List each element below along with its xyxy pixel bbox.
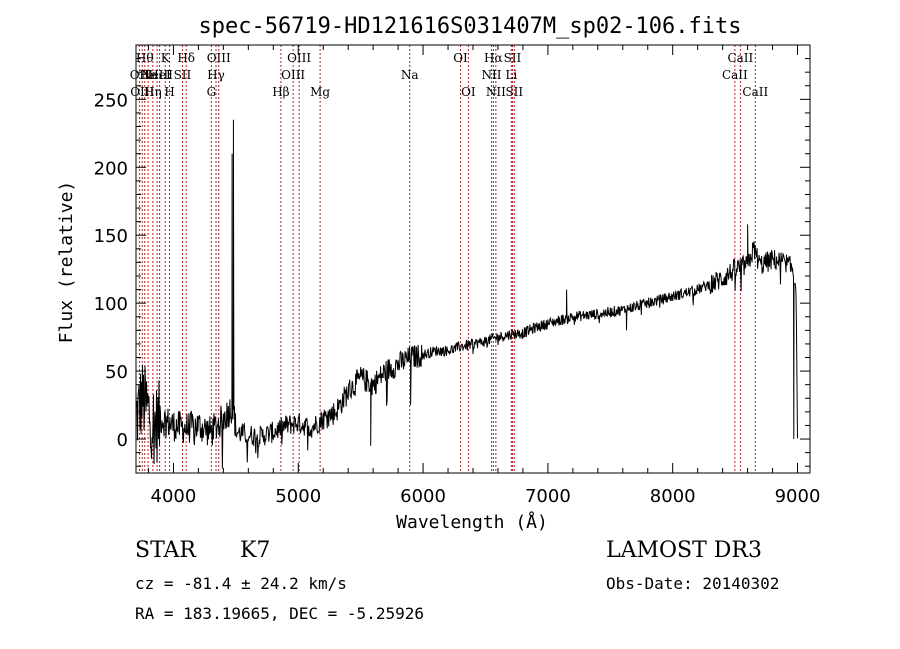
line-label: Li	[505, 68, 517, 82]
line-label: SII	[505, 85, 523, 99]
line-label: G	[207, 85, 217, 99]
line-label: Hδ	[177, 51, 195, 65]
object-class: STAR	[135, 538, 196, 563]
line-label: OIII	[287, 51, 311, 65]
plot-frame	[135, 44, 811, 474]
line-label: CaII	[727, 51, 753, 65]
y-tick-label: 150	[94, 226, 128, 247]
y-axis-label: Flux (relative)	[56, 181, 77, 344]
chart-title: spec-56719-HD121616S031407M_sp02-106.fit…	[198, 14, 741, 39]
object-subclass: K7	[240, 538, 271, 563]
x-tick-label: 8000	[650, 486, 696, 507]
axis-tick-labels: 4000 5000 6000 7000 8000 9000 0 50 100 150 200 250	[94, 90, 821, 507]
line-label: Na	[401, 68, 419, 82]
y-tick-label: 100	[94, 294, 128, 315]
line-label: OIII	[207, 51, 231, 65]
line-label: OII	[130, 68, 150, 82]
y-tick-label: 50	[105, 362, 128, 383]
line-label: SII	[504, 51, 522, 65]
line-label: Hθ	[136, 51, 154, 65]
line-label: NeIII	[141, 68, 173, 82]
line-label: NII	[481, 68, 501, 82]
line-label: H	[164, 85, 174, 99]
line-label: SII	[174, 68, 192, 82]
line-label: OIII	[130, 85, 154, 99]
spectrum-series	[135, 119, 798, 469]
line-label: NII	[486, 85, 506, 99]
line-label: He	[139, 68, 157, 82]
spectral-line-markers	[138, 45, 756, 473]
line-label: Hβ	[272, 85, 289, 99]
x-tick-label: 9000	[775, 486, 821, 507]
line-label: OI	[453, 51, 468, 65]
line-label: Hη	[144, 85, 162, 99]
line-label: K	[161, 51, 171, 65]
spectrum-line	[135, 119, 798, 469]
axis-ticks	[136, 45, 810, 473]
x-axis-label: Wavelength (Å)	[396, 511, 548, 533]
y-tick-label: 250	[94, 90, 128, 111]
line-label: OI	[461, 85, 476, 99]
x-tick-label: 7000	[525, 486, 571, 507]
x-tick-label: 4000	[151, 486, 197, 507]
line-label: Hα	[484, 51, 503, 65]
line-label: OIII	[281, 68, 305, 82]
line-label: Hγ	[207, 68, 225, 82]
line-label: CaII	[742, 85, 768, 99]
x-tick-label: 5000	[275, 486, 321, 507]
line-label: CaII	[722, 68, 748, 82]
y-tick-label: 200	[94, 158, 128, 179]
spectral-line-labels: OIIOIIIHθHeHηNeIIIHeIKHSIIHδGHγOIIIHβOII…	[130, 51, 769, 99]
y-tick-label: 0	[117, 430, 128, 451]
line-label: HeI	[148, 68, 171, 82]
redshift-readout: cz = -81.4 ± 24.2 km/s	[135, 574, 347, 593]
line-label: Mg	[310, 85, 330, 99]
observation-date: Obs-Date: 20140302	[606, 574, 780, 593]
survey-name: LAMOST DR3	[606, 538, 762, 563]
x-tick-label: 6000	[400, 486, 446, 507]
coordinates-readout: RA = 183.19665, DEC = -5.25926	[135, 604, 424, 623]
